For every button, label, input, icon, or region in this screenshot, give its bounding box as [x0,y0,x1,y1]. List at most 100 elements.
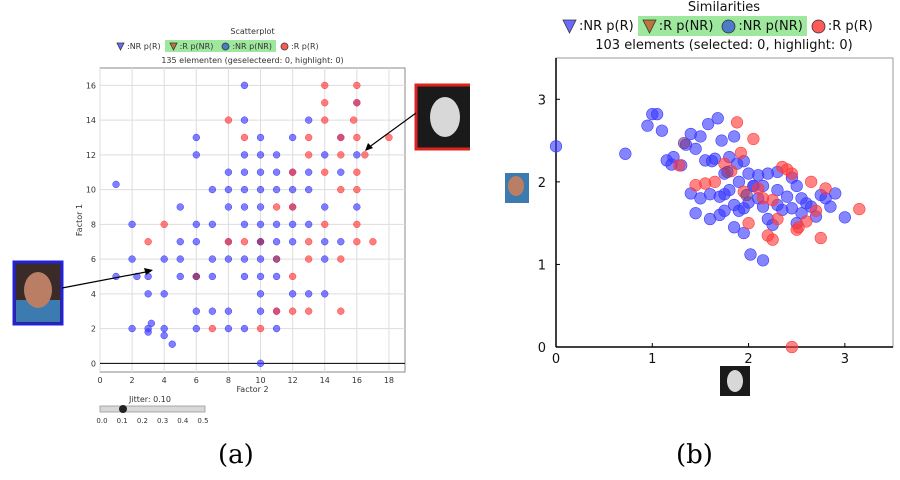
data-point [353,99,361,107]
y-tick-label: 6 [91,255,96,264]
data-point [288,133,297,142]
data-point [256,203,265,211]
data-point [256,185,265,194]
data-point [240,133,249,142]
data-point [305,133,313,142]
data-point [272,151,281,159]
face-shape [24,272,52,308]
data-point [272,307,281,315]
data-point [240,324,249,333]
chart-subtitle-b: 103 elements (selected: 0, highlight: 0) [595,38,853,53]
data-point [256,133,265,142]
jitter-slider-track [99,405,206,413]
data-point [337,307,345,315]
data-point [176,272,184,281]
legend-item[interactable]: :NR p(R) [558,16,638,36]
chart-title-a: Scatterplot [230,27,275,36]
data-point [176,203,184,211]
legend-item[interactable]: :NR p(NR) [717,16,807,36]
data-point [160,324,168,333]
triangle-marker-icon [116,42,125,51]
legend-item[interactable]: :NR p(NR) [217,40,276,52]
data-point [240,272,249,281]
legend-b[interactable]: :NR p(R):R p(NR):NR p(NR) :R p(R) [558,16,877,36]
data-point [288,203,297,211]
data-point [305,238,313,246]
legend-a[interactable]: :NR p(R) :R p(NR):NR p(NR) :R p(R) [112,40,323,52]
data-point [256,255,265,263]
legend-label: :R p(NR) [179,41,214,51]
data-point [208,307,217,315]
caption-b: (b) [676,440,713,470]
legend-item[interactable]: :R p(NR) [637,16,718,36]
y-tick-label: 4 [91,290,96,299]
y-tick-label: 14 [86,116,96,125]
data-point [321,255,329,263]
data-point [256,290,265,298]
jitter-tick-label: 0.3 [157,417,168,425]
data-point [208,324,217,333]
panel-b [470,0,900,480]
data-point [288,185,297,194]
legend-item[interactable]: :R p(R) [276,40,323,52]
scatterplot-a[interactable]: 0 2 4 6 8 10 12 14 16 18 0 2 4 6 8 10 12 14 16 Factor 2 Fact… [0,0,470,440]
data-point [288,307,297,315]
data-point [240,168,249,176]
triangle-marker-icon [562,19,577,34]
data-point [112,272,120,281]
data-point [208,272,217,281]
y-tick-label: 16 [86,81,96,90]
arrow-head-icon [365,143,373,151]
legend-item[interactable]: :NR p(R) [112,40,165,52]
x-tick-label: 0 [97,376,102,385]
x-axis-label: Factor 2 [236,385,268,394]
data-point [192,324,200,333]
data-point [272,238,281,246]
pointer-line [367,112,417,149]
legend-item[interactable]: :R p(R) [807,16,877,36]
y-tick-label: 2 [91,325,96,334]
x-tick-label: 12 [288,376,298,385]
jitter-tick-label: 0.1 [117,417,128,425]
data-point [369,238,377,246]
face-thumbnail-b [414,83,470,151]
data-point [305,290,313,298]
data-point [337,238,345,246]
chart-subtitle-a: 135 elementen (geselecteerd: 0, highligh… [161,56,344,65]
arrow-head-icon [144,268,153,275]
data-point [272,272,281,281]
data-point [272,220,281,228]
data-point [133,272,141,281]
data-point [305,307,313,315]
y-axis-label: Factor 1 [75,204,84,236]
data-point [321,203,329,211]
circle-marker-icon [221,42,230,50]
triangle-marker-icon [642,19,657,34]
jitter-tick-label: 0.2 [137,417,148,425]
data-point [224,255,233,263]
x-tick-label: 8 [226,376,231,385]
y-tick-label: 12 [86,151,96,160]
legend-item[interactable]: :R p(NR) [164,40,218,52]
legend-label: :R p(R) [291,41,319,51]
data-point [192,307,200,315]
data-point [240,255,249,263]
data-point [192,151,200,159]
data-point [240,185,249,194]
data-point [337,255,345,263]
data-point [160,255,168,263]
data-point [305,116,313,124]
data-point [256,272,265,281]
circle-marker-icon [811,19,826,33]
data-point [128,255,136,263]
legend-label: :R p(R) [827,18,873,34]
jitter-label: Jitter: 0.10 [128,395,171,404]
data-point [224,307,233,315]
data-point [321,99,329,107]
data-point [305,255,313,263]
circle-marker-icon [722,19,736,33]
data-point [192,272,200,281]
data-point [353,81,361,90]
data-point [192,220,200,228]
data-point [240,116,249,124]
